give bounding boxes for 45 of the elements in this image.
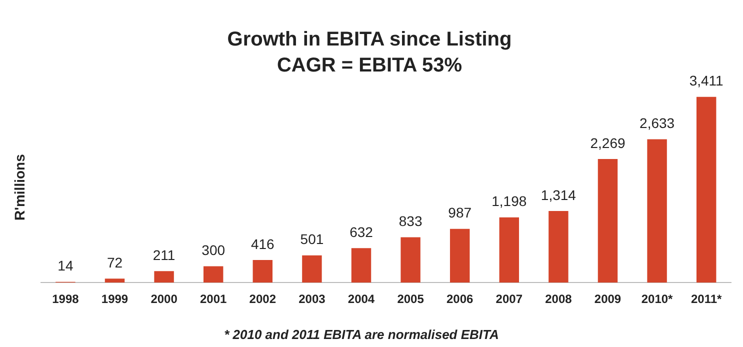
bar bbox=[203, 266, 224, 283]
x-tick-label: 2005 bbox=[397, 292, 424, 306]
data-label: 1,314 bbox=[540, 186, 576, 203]
bar bbox=[696, 96, 716, 283]
x-tick-label: 2010* bbox=[641, 292, 674, 306]
x-tick-label: 2008 bbox=[545, 292, 572, 306]
data-label: 2,633 bbox=[640, 115, 675, 132]
x-tick-label: 2004 bbox=[348, 292, 375, 306]
data-label: 211 bbox=[152, 246, 176, 263]
bar bbox=[302, 255, 322, 283]
bar bbox=[154, 271, 174, 283]
bar bbox=[598, 159, 618, 283]
bar bbox=[499, 217, 520, 283]
x-tick-label: 2002 bbox=[249, 292, 276, 306]
x-tick-label: 1999 bbox=[101, 292, 128, 306]
x-tick-label: 2009 bbox=[594, 292, 622, 306]
data-label: 987 bbox=[448, 204, 472, 221]
bar bbox=[647, 139, 667, 283]
x-tick-label: 1998 bbox=[52, 292, 80, 306]
data-label: 833 bbox=[398, 213, 422, 230]
x-tick-label: 2001 bbox=[200, 292, 228, 306]
x-tick-label: 2006 bbox=[446, 292, 474, 306]
bar bbox=[252, 260, 273, 283]
data-label: 632 bbox=[350, 224, 374, 240]
y-axis-title: R'millions bbox=[11, 154, 28, 220]
x-tick-label: 2003 bbox=[298, 292, 326, 306]
bar bbox=[104, 278, 125, 283]
x-tick-label: 2000 bbox=[150, 292, 178, 306]
data-label: 416 bbox=[250, 236, 275, 252]
x-tick-label: 2011* bbox=[691, 292, 722, 306]
x-tick-label: 2007 bbox=[496, 292, 523, 306]
bar bbox=[548, 211, 568, 283]
data-label: 300 bbox=[202, 242, 226, 258]
bar bbox=[351, 248, 372, 283]
bar bbox=[400, 237, 420, 283]
data-label: 501 bbox=[300, 231, 324, 248]
data-label: 1,198 bbox=[492, 193, 527, 210]
chart-title: Growth in EBITA since Listing bbox=[227, 28, 512, 51]
data-label: 2,269 bbox=[590, 134, 626, 151]
data-label: 3,411 bbox=[689, 72, 724, 89]
bar bbox=[450, 228, 470, 283]
text: * 2010 and 2011 EBITA are normalised EBITA bbox=[224, 327, 499, 342]
data-label: 14 bbox=[58, 258, 74, 274]
chart-subtitle: CAGR = EBITA 53% bbox=[276, 54, 462, 77]
data-label: 72 bbox=[106, 254, 123, 271]
